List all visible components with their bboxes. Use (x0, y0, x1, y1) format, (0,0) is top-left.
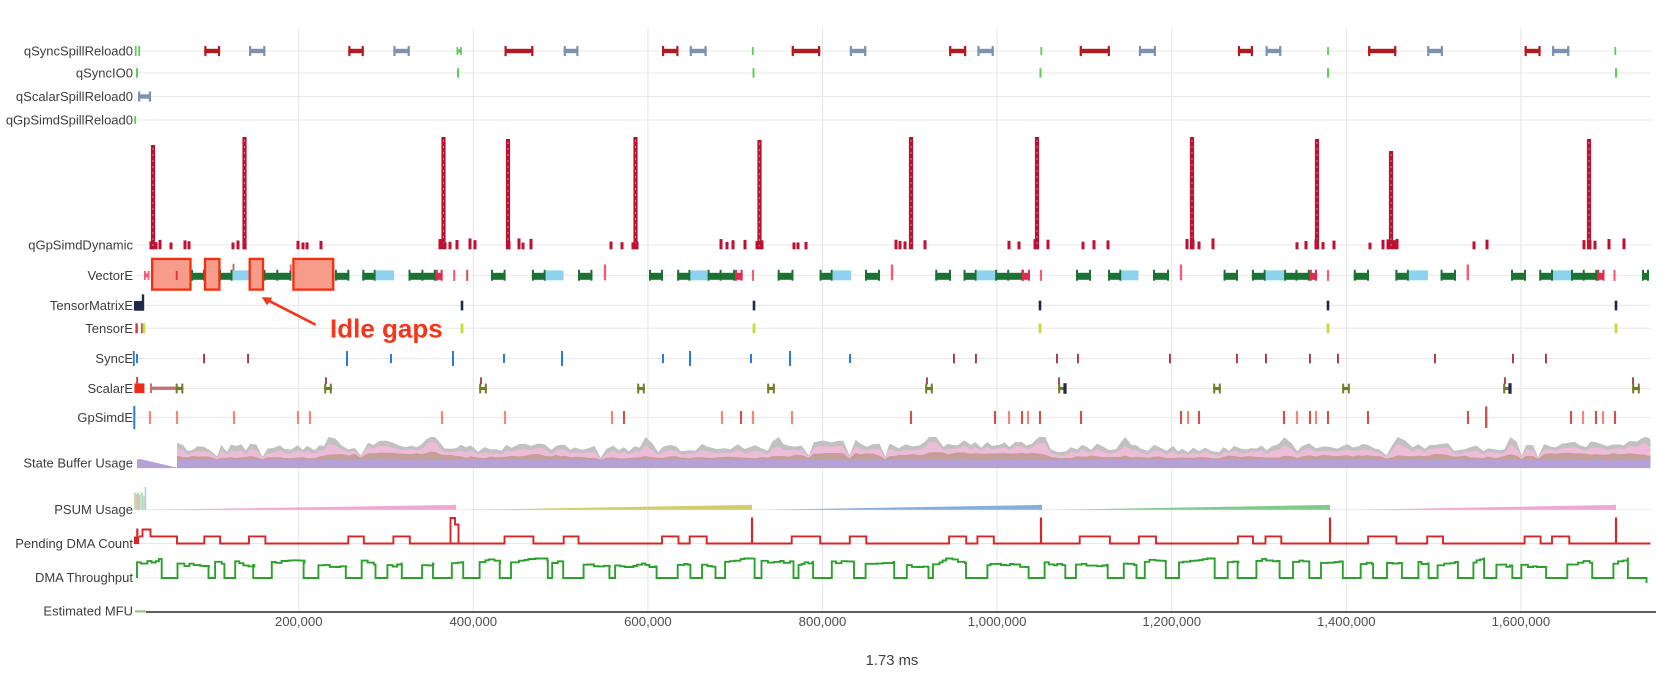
svg-text:1.73 ms: 1.73 ms (866, 653, 919, 669)
svg-text:1,200,000: 1,200,000 (1142, 614, 1201, 629)
svg-text:SyncE: SyncE (95, 351, 133, 366)
svg-text:Idle gaps: Idle gaps (330, 314, 443, 344)
svg-text:TensorE: TensorE (85, 321, 133, 336)
svg-text:Pending DMA Count: Pending DMA Count (15, 536, 133, 551)
svg-text:1,400,000: 1,400,000 (1317, 614, 1376, 629)
svg-text:qGpSimdDynamic: qGpSimdDynamic (28, 238, 133, 253)
svg-text:1,000,000: 1,000,000 (968, 614, 1027, 629)
svg-text:DMA Throughput: DMA Throughput (35, 570, 133, 585)
svg-text:800,000: 800,000 (799, 614, 847, 629)
svg-text:TensorMatrixE: TensorMatrixE (50, 298, 133, 313)
svg-text:qSyncSpillReload0: qSyncSpillReload0 (24, 44, 133, 59)
svg-text:PSUM Usage: PSUM Usage (54, 502, 133, 517)
svg-text:qScalarSpillReload0: qScalarSpillReload0 (16, 89, 133, 104)
svg-text:200,000: 200,000 (275, 614, 323, 629)
svg-text:1,600,000: 1,600,000 (1492, 614, 1551, 629)
svg-text:State Buffer Usage: State Buffer Usage (23, 456, 133, 471)
svg-text:400,000: 400,000 (449, 614, 497, 629)
svg-text:VectorE: VectorE (87, 268, 133, 283)
svg-text:qGpSimdSpillReload0: qGpSimdSpillReload0 (6, 113, 133, 128)
svg-text:qSyncIO0: qSyncIO0 (76, 66, 133, 81)
svg-text:600,000: 600,000 (624, 614, 672, 629)
svg-text:Estimated MFU: Estimated MFU (43, 604, 133, 619)
svg-text:GpSimdE: GpSimdE (77, 410, 133, 425)
svg-text:ScalarE: ScalarE (87, 381, 133, 396)
